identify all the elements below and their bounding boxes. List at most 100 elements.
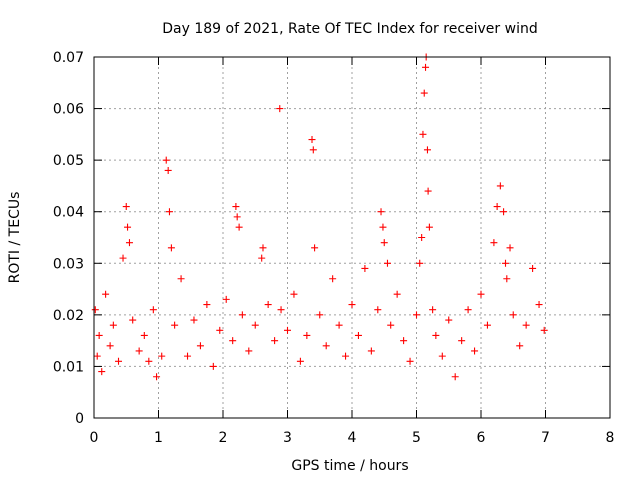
y-tick-label: 0.06 xyxy=(53,102,84,118)
y-tick-label: 0.07 xyxy=(53,50,84,66)
x-axis-label: GPS time / hours xyxy=(291,458,408,474)
x-tick-label: 0 xyxy=(90,430,99,446)
data-point xyxy=(490,239,498,247)
data-point xyxy=(129,316,137,324)
data-point xyxy=(393,290,401,298)
data-point xyxy=(162,156,170,164)
data-point xyxy=(196,342,204,350)
data-point xyxy=(93,352,101,360)
data-point xyxy=(296,357,304,365)
chart-title: Day 189 of 2021, Rate Of TEC Index for r… xyxy=(162,21,537,37)
data-point xyxy=(245,347,253,355)
data-point xyxy=(177,275,185,283)
data-point xyxy=(432,331,440,339)
x-tick-label: 6 xyxy=(477,430,486,446)
data-point xyxy=(354,331,362,339)
data-point xyxy=(419,130,427,138)
data-point xyxy=(329,275,337,283)
data-point xyxy=(458,337,466,345)
data-point xyxy=(416,259,424,267)
data-point xyxy=(540,326,548,334)
data-point xyxy=(98,368,106,376)
y-tick-label: 0.01 xyxy=(53,359,84,375)
data-point xyxy=(424,187,432,195)
x-tick-label: 7 xyxy=(541,430,550,446)
data-point xyxy=(451,373,459,381)
data-point xyxy=(125,239,133,247)
data-point xyxy=(106,342,114,350)
data-point xyxy=(216,326,224,334)
data-point xyxy=(387,321,395,329)
data-point xyxy=(308,136,316,144)
data-point xyxy=(184,352,192,360)
data-point xyxy=(342,352,350,360)
data-point xyxy=(316,311,324,319)
data-point xyxy=(284,326,291,334)
data-point xyxy=(496,182,504,190)
y-tick-label: 0.03 xyxy=(53,256,84,272)
data-point xyxy=(379,223,387,231)
x-tick-label: 5 xyxy=(412,430,421,446)
data-point xyxy=(502,259,510,267)
data-point xyxy=(413,311,420,319)
data-point xyxy=(335,321,343,329)
data-point xyxy=(464,306,472,314)
data-point xyxy=(277,306,285,314)
data-point xyxy=(209,362,217,370)
data-point xyxy=(164,166,172,174)
data-point xyxy=(400,337,408,345)
data-point xyxy=(477,290,485,298)
data-point xyxy=(167,244,175,252)
data-point xyxy=(91,306,99,314)
data-point xyxy=(158,352,166,360)
data-point xyxy=(264,301,272,309)
data-point xyxy=(102,290,110,298)
x-tick-label: 1 xyxy=(154,430,163,446)
data-point xyxy=(135,347,143,355)
data-point xyxy=(429,306,437,314)
data-point xyxy=(258,254,266,262)
axis-ticks: 0 0.01 0.02 0.03 0.04 0.05 0.06 0.07 0 1 2 3 4 5 6 7 8 xyxy=(53,50,615,446)
data-point xyxy=(259,244,267,252)
data-point xyxy=(122,203,130,211)
data-point xyxy=(232,203,240,211)
data-point xyxy=(348,301,356,309)
x-tick-label: 2 xyxy=(219,430,228,446)
data-point xyxy=(115,357,123,365)
data-point xyxy=(445,316,453,324)
data-point xyxy=(309,146,317,154)
data-point xyxy=(229,337,237,345)
data-point xyxy=(420,89,428,97)
x-tick-label: 3 xyxy=(283,430,292,446)
data-point xyxy=(322,342,330,350)
data-point xyxy=(276,105,284,113)
data-point xyxy=(238,311,246,319)
data-point xyxy=(119,254,127,262)
data-point xyxy=(438,352,446,360)
data-point xyxy=(380,239,388,247)
data-point xyxy=(483,321,491,329)
data-point xyxy=(535,301,543,309)
data-markers xyxy=(91,53,548,381)
data-point xyxy=(529,264,537,272)
data-point xyxy=(423,146,431,154)
data-point xyxy=(290,290,298,298)
data-point xyxy=(383,259,391,267)
x-tick-label: 4 xyxy=(348,430,357,446)
data-point xyxy=(109,321,117,329)
y-tick-label: 0 xyxy=(75,411,84,427)
data-point xyxy=(222,295,230,303)
data-point xyxy=(149,306,157,314)
data-point xyxy=(493,203,501,211)
y-tick-label: 0.04 xyxy=(53,205,84,221)
data-point xyxy=(516,342,524,350)
data-point xyxy=(422,63,430,71)
data-point xyxy=(140,331,148,339)
data-point xyxy=(377,208,385,216)
data-point xyxy=(425,223,433,231)
data-point xyxy=(171,321,179,329)
data-point xyxy=(374,306,382,314)
y-tick-label: 0.05 xyxy=(53,153,84,169)
y-axis-label: ROTI / TECUs xyxy=(7,192,23,284)
